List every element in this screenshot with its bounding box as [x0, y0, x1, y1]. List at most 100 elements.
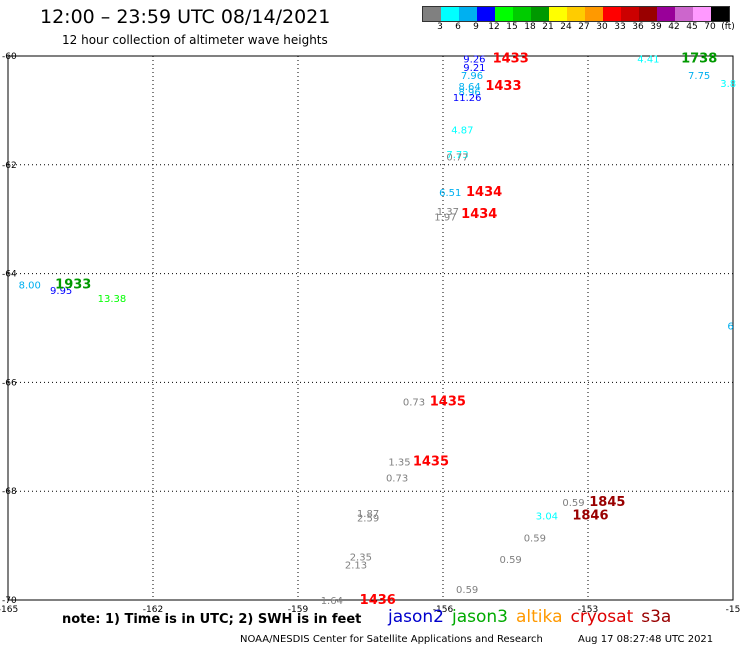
- pass-time-label: 1434: [461, 207, 497, 222]
- colorbar-swatch: [531, 7, 549, 21]
- wave-height-label: 1.35: [388, 457, 410, 468]
- colorbar-label: 42: [668, 22, 680, 32]
- map-frame: [7, 55, 734, 601]
- colorbar-swatch: [657, 7, 675, 21]
- colorbar-label: (ft): [721, 22, 735, 32]
- colorbar-label: 6: [455, 22, 461, 32]
- colorbar-label: 9: [473, 22, 479, 32]
- latitude-tick-label: -60: [2, 52, 17, 62]
- wave-height-label: 3.04: [536, 512, 558, 523]
- wave-height-label: 3.8: [720, 79, 736, 90]
- legend-item-altika: altika: [516, 607, 563, 627]
- satellite-legend: jason2 jason3 altika cryosat s3a: [388, 607, 679, 627]
- longitude-tick-label: -156: [433, 605, 454, 615]
- wave-height-label: 8.00: [19, 280, 41, 291]
- colorbar-swatch: [621, 7, 639, 21]
- colorbar-label: 12: [488, 22, 500, 32]
- legend-item-cryosat: cryosat: [570, 607, 634, 627]
- wave-height-colorbar: [422, 6, 730, 22]
- wave-height-label: 1.97: [434, 212, 456, 223]
- legend-item-jason3: jason3: [452, 607, 508, 627]
- colorbar-label: 24: [560, 22, 572, 32]
- colorbar-swatch: [477, 7, 495, 21]
- latitude-tick-label: -62: [2, 161, 17, 171]
- wave-height-label: 4.87: [451, 125, 473, 136]
- wave-height-label: 0.59: [500, 555, 522, 566]
- pass-time-label: 1846: [572, 509, 608, 524]
- colorbar-labels: 3 6 9 12 15 18 21 24 27 30 33 36 39 42 45 70 (ft): [422, 22, 740, 34]
- wave-height-label: 2.35: [350, 552, 372, 563]
- colorbar-swatch: [495, 7, 513, 21]
- colorbar-label: 39: [650, 22, 662, 32]
- colorbar-swatch: [585, 7, 603, 21]
- colorbar-label: 18: [524, 22, 536, 32]
- colorbar-swatch: [567, 7, 585, 21]
- wave-height-label: 13.38: [98, 294, 127, 305]
- latitude-tick-label: -64: [2, 270, 17, 280]
- colorbar-label: 33: [614, 22, 626, 32]
- longitude-tick-label: -162: [143, 605, 163, 615]
- colorbar-swatch: [441, 7, 459, 21]
- wave-height-label: 9.95: [50, 286, 72, 297]
- colorbar-label: 27: [578, 22, 590, 32]
- latitude-tick-label: -68: [2, 487, 17, 497]
- pass-time-label: 1433: [493, 52, 529, 67]
- wave-height-label: 1.37: [437, 207, 459, 218]
- pass-time-label: 1434: [466, 185, 502, 200]
- wave-height-label: 9.21: [463, 63, 485, 74]
- colorbar-swatch: [459, 7, 477, 21]
- legend-item-jason2: jason2: [388, 607, 444, 627]
- pass-time-label: 1933: [55, 277, 91, 292]
- wave-height-label: 8.96: [458, 87, 480, 98]
- wave-height-label: 0.73: [403, 397, 425, 408]
- wave-height-label: 1.87: [357, 509, 379, 520]
- colorbar-swatch: [603, 7, 621, 21]
- wave-height-label: 1.64: [321, 596, 343, 607]
- colorbar-swatch: [423, 7, 441, 21]
- wave-height-label: 9.26: [463, 55, 485, 66]
- wave-height-label: 4.41: [637, 55, 659, 66]
- colorbar-swatch: [711, 7, 729, 21]
- pass-time-label: 1436: [360, 593, 396, 608]
- colorbar-label: 36: [632, 22, 644, 32]
- map-subtitle: 12 hour collection of altimeter wave hei…: [62, 33, 328, 47]
- longitude-tick-label: -159: [288, 605, 309, 615]
- colorbar-swatch: [693, 7, 711, 21]
- wave-height-label: 0.59: [562, 498, 584, 509]
- colorbar-swatch: [513, 7, 531, 21]
- pass-time-label: 1435: [430, 394, 466, 409]
- wave-height-label: 7.73: [446, 150, 468, 161]
- longitude-tick-label: -15: [726, 605, 740, 615]
- longitude-tick-label: -153: [578, 605, 598, 615]
- units-note: note: 1) Time is in UTC; 2) SWH is in fe…: [62, 612, 362, 627]
- wave-height-label: 0.59: [456, 585, 478, 596]
- colorbar-label: 21: [542, 22, 554, 32]
- wave-height-label: 0.59: [524, 533, 546, 544]
- colorbar-label: 3: [437, 22, 443, 32]
- wave-height-label: 6: [727, 321, 733, 332]
- wave-height-label: 2.59: [357, 513, 379, 524]
- wave-height-label: 11.26: [453, 93, 482, 104]
- wave-height-label: 2.13: [345, 561, 367, 572]
- pass-time-label: 1845: [589, 495, 625, 510]
- pass-time-label: 1738: [681, 52, 717, 67]
- longitude-tick-label: -165: [0, 605, 18, 615]
- footer-timestamp: Aug 17 08:27:48 UTC 2021: [578, 634, 714, 645]
- wave-height-label: 0.73: [386, 474, 408, 485]
- colorbar-label: 45: [686, 22, 698, 32]
- footer-credit: NOAA/NESDIS Center for Satellite Applica…: [240, 634, 543, 645]
- colorbar-label: 30: [596, 22, 608, 32]
- latitude-tick-label: -70: [2, 596, 17, 606]
- wave-height-label: 7.75: [688, 71, 710, 82]
- latitude-tick-label: -66: [2, 378, 17, 388]
- wave-height-label: 8.64: [458, 82, 480, 93]
- colorbar-swatch: [675, 7, 693, 21]
- colorbar-label: 15: [506, 22, 518, 32]
- pass-time-label: 1433: [485, 79, 521, 94]
- wave-height-label: 0.77: [446, 153, 468, 164]
- legend-item-s3a: s3a: [641, 607, 672, 627]
- wave-height-label: 7.96: [461, 71, 483, 82]
- colorbar-swatch: [549, 7, 567, 21]
- colorbar-label: 70: [704, 22, 716, 32]
